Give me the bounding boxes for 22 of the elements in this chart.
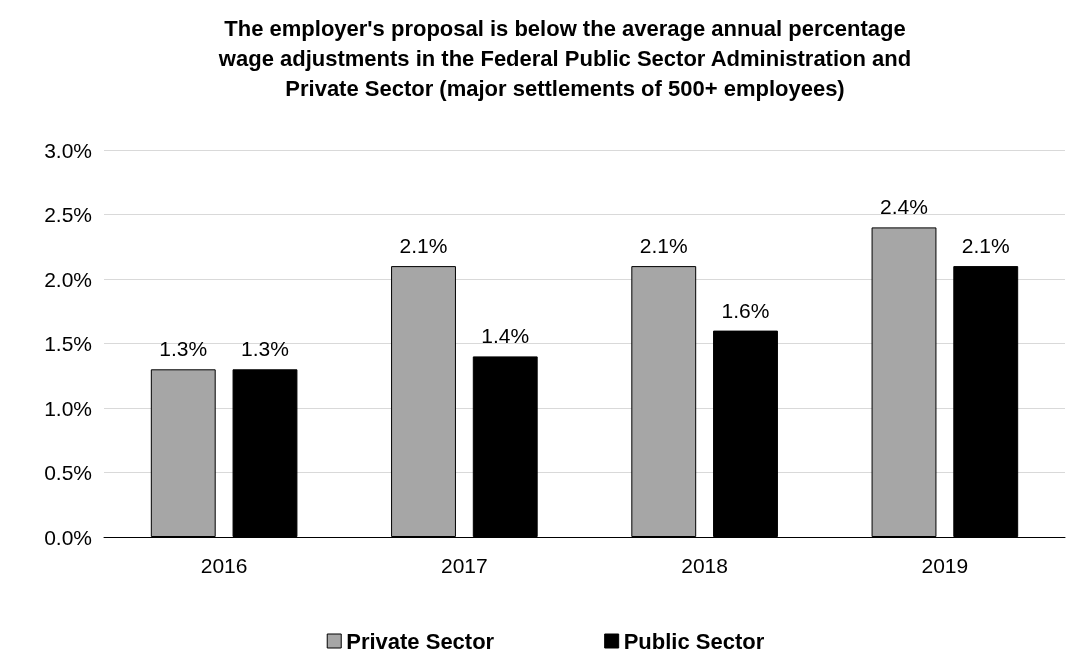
y-tick-label: 2.0%: [44, 267, 92, 291]
data-label: 2.4%: [880, 195, 928, 219]
data-label: 2.1%: [961, 234, 1010, 258]
data-label: 2.1%: [399, 234, 448, 258]
data-label: 1.3%: [159, 337, 208, 361]
y-tick-label: 0.0%: [44, 525, 92, 549]
legend-label: Private Sector: [346, 628, 495, 654]
y-tick-label: 2.5%: [44, 203, 92, 226]
chart-title: The employer's proposal is below the average annual percentage wage adjustments in the Federal Public Sector Administration and Private Sector (major settlements of 500+ employees): [217, 15, 912, 101]
y-tick-label: 1.0%: [44, 396, 92, 420]
y-tick-label: 1.5%: [44, 332, 92, 355]
data-label: 1.6%: [721, 298, 770, 322]
x-tick-label: 2018: [681, 554, 728, 577]
data-label: 1.3%: [241, 337, 289, 361]
x-tick-label: 2019: [921, 554, 969, 577]
x-tick-label: 2016: [200, 554, 248, 577]
data-label: 2.1%: [639, 234, 688, 258]
y-tick-label: 3.0%: [44, 138, 92, 162]
y-tick-label: 0.5%: [44, 461, 92, 484]
x-tick-label: 2017: [441, 554, 488, 577]
legend-label: Public Sector: [623, 628, 765, 654]
data-label: 1.4%: [481, 324, 530, 348]
